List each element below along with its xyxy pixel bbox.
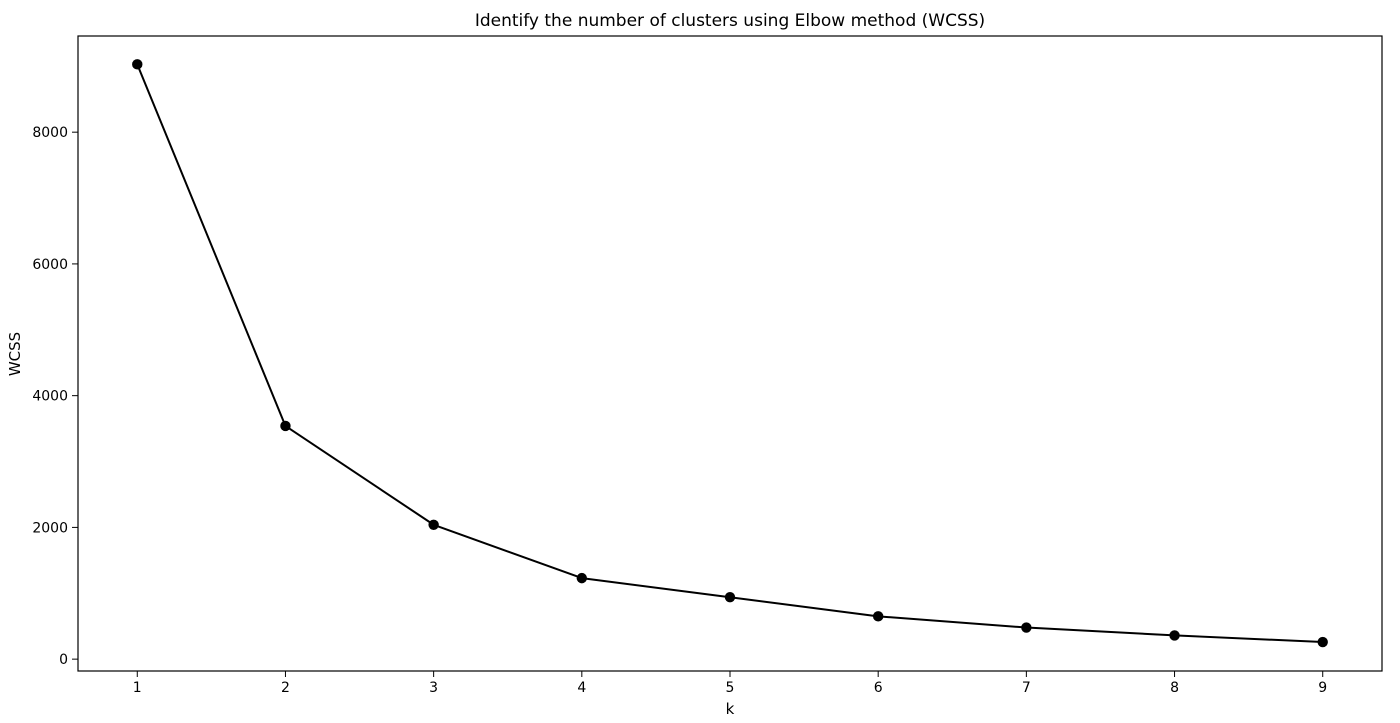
data-point bbox=[1021, 622, 1032, 633]
data-point bbox=[1317, 636, 1328, 648]
x-tick-label: 6 bbox=[874, 680, 883, 696]
x-tick-label: 1 bbox=[133, 680, 142, 696]
y-tick-label: 6000 bbox=[32, 257, 68, 273]
y-axis-label: WCSS bbox=[6, 332, 24, 376]
y-tick-label: 8000 bbox=[32, 125, 68, 141]
x-tick-label: 5 bbox=[726, 680, 735, 696]
y-axis-ticks: 0 2000 4000 6000 8000 bbox=[32, 125, 78, 668]
x-axis-ticks: 1 2 3 4 5 6 7 8 9 bbox=[133, 671, 1327, 696]
data-point bbox=[132, 59, 143, 70]
x-tick-label: 3 bbox=[429, 680, 438, 696]
y-tick-label: 2000 bbox=[32, 520, 68, 536]
y-tick-label: 0 bbox=[59, 652, 68, 668]
data-point bbox=[576, 572, 588, 584]
chart-title: Identify the number of clusters using El… bbox=[475, 11, 985, 31]
x-tick-label: 8 bbox=[1170, 680, 1179, 696]
x-tick-label: 4 bbox=[577, 680, 586, 696]
data-point bbox=[428, 519, 439, 530]
series-layer bbox=[132, 59, 1328, 648]
data-point bbox=[280, 420, 291, 432]
x-tick-label: 9 bbox=[1318, 680, 1327, 696]
y-tick-label: 4000 bbox=[32, 389, 68, 405]
data-point bbox=[872, 611, 884, 622]
data-point bbox=[1169, 630, 1180, 641]
data-point bbox=[724, 592, 736, 603]
x-tick-label: 7 bbox=[1022, 680, 1031, 696]
x-axis-label: k bbox=[726, 700, 735, 718]
x-tick-label: 2 bbox=[281, 680, 290, 696]
plot-area-frame bbox=[77, 35, 1383, 672]
series-line bbox=[136, 63, 1323, 644]
